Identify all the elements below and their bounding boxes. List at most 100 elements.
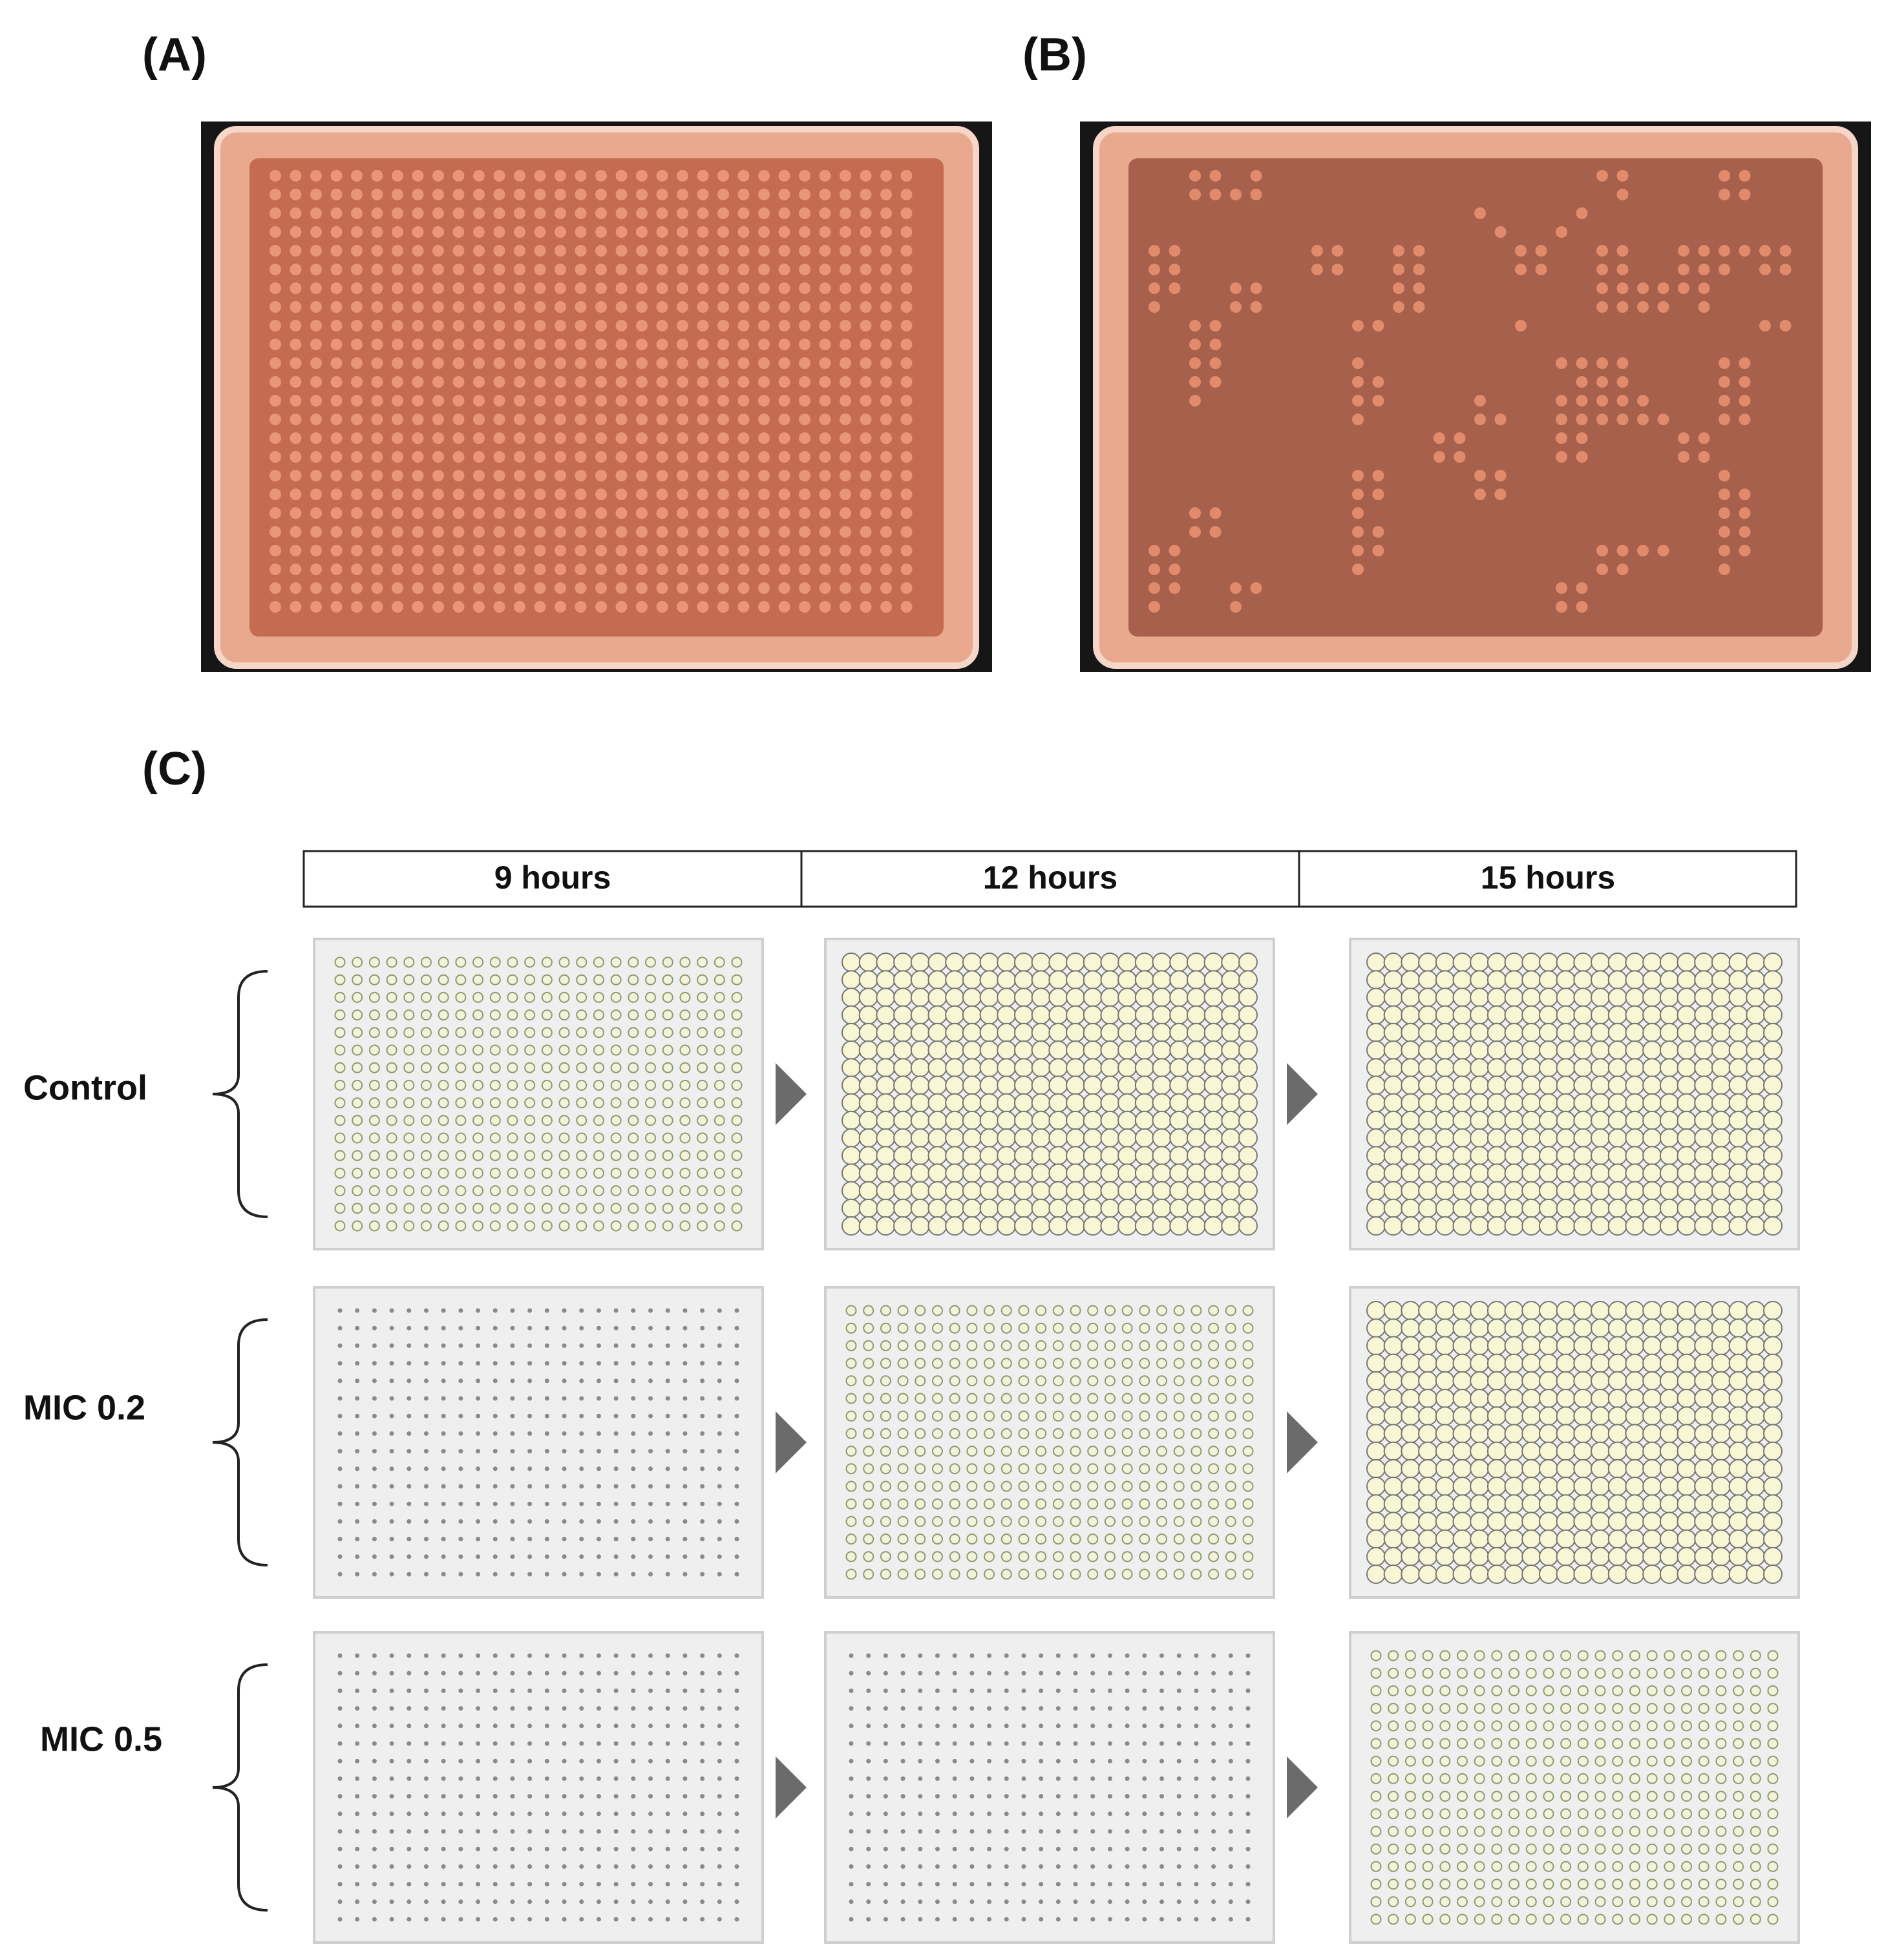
well <box>1142 1794 1147 1799</box>
well <box>1134 970 1154 990</box>
colony <box>840 582 851 594</box>
well <box>1607 1163 1627 1183</box>
colony <box>290 545 302 556</box>
colony <box>555 451 566 463</box>
well <box>510 1741 515 1746</box>
well <box>337 1325 343 1331</box>
well <box>1191 1533 1202 1545</box>
colony <box>717 507 729 519</box>
well <box>458 1723 463 1729</box>
well <box>1521 1441 1541 1461</box>
colony <box>1576 451 1588 463</box>
well <box>1694 1216 1714 1236</box>
well <box>472 1203 484 1214</box>
well <box>1594 1843 1606 1855</box>
colony <box>799 489 810 500</box>
colony <box>371 414 383 425</box>
colony <box>595 470 607 481</box>
well <box>1694 1022 1714 1042</box>
well <box>683 1723 688 1729</box>
colony <box>840 357 851 369</box>
colony <box>270 376 281 388</box>
colony <box>555 264 566 275</box>
well <box>1139 1410 1150 1422</box>
well <box>1383 1198 1403 1218</box>
well <box>731 1115 743 1126</box>
colony <box>371 339 383 350</box>
well <box>1383 1110 1403 1130</box>
well <box>476 1537 481 1542</box>
colony <box>432 226 444 238</box>
well <box>458 1519 463 1524</box>
colony <box>432 432 444 444</box>
well <box>1176 1864 1181 1869</box>
well <box>576 1115 587 1126</box>
well <box>1659 1146 1679 1166</box>
colony <box>880 282 892 294</box>
well <box>1191 1515 1202 1527</box>
well <box>962 1128 982 1148</box>
well <box>1556 1058 1576 1078</box>
well <box>613 1449 619 1454</box>
well <box>1711 1477 1731 1496</box>
colony <box>493 470 505 481</box>
well <box>1134 1163 1154 1183</box>
well <box>717 1378 722 1384</box>
well <box>1456 1703 1468 1714</box>
well <box>1104 1481 1116 1492</box>
well <box>1169 1058 1189 1078</box>
well <box>1642 1301 1662 1320</box>
colony <box>1576 207 1588 219</box>
well <box>858 953 878 972</box>
well <box>845 1410 857 1422</box>
colony <box>677 451 688 463</box>
well <box>700 1846 705 1851</box>
well <box>1715 1843 1727 1855</box>
well <box>458 1431 463 1436</box>
well <box>893 1181 913 1201</box>
well <box>1698 1773 1709 1784</box>
well <box>1117 1146 1138 1166</box>
well <box>1142 1882 1147 1887</box>
well <box>841 1058 861 1078</box>
well <box>997 1216 1017 1236</box>
well <box>527 1706 533 1711</box>
well <box>1504 1022 1524 1042</box>
well <box>562 1846 567 1851</box>
colony <box>860 264 872 275</box>
colony <box>1556 414 1567 425</box>
colony <box>432 320 444 332</box>
well <box>1388 1720 1399 1732</box>
well <box>576 1167 587 1179</box>
colony <box>514 395 525 406</box>
well <box>949 1498 960 1510</box>
well <box>1401 1301 1421 1320</box>
colony <box>900 545 913 556</box>
well <box>1073 1741 1078 1746</box>
well <box>1383 1181 1403 1201</box>
well <box>683 1308 688 1313</box>
well <box>1470 1441 1490 1461</box>
well <box>700 1653 705 1658</box>
well <box>1225 1481 1236 1492</box>
well <box>1383 1546 1403 1566</box>
well <box>1625 1546 1645 1566</box>
well <box>866 1864 871 1869</box>
well <box>1052 1428 1064 1439</box>
colony <box>575 451 587 463</box>
well <box>458 1572 463 1577</box>
well <box>1525 1913 1537 1925</box>
well <box>1418 1459 1438 1479</box>
well <box>876 1075 896 1095</box>
well <box>1104 1498 1116 1510</box>
well <box>1694 1110 1714 1130</box>
well <box>1401 970 1421 990</box>
well <box>679 1079 691 1091</box>
well <box>1573 1477 1593 1496</box>
colony <box>758 395 770 406</box>
well <box>1035 1428 1047 1439</box>
well <box>541 1220 553 1232</box>
well <box>849 1706 854 1711</box>
well <box>558 991 570 1003</box>
well <box>697 1079 708 1091</box>
